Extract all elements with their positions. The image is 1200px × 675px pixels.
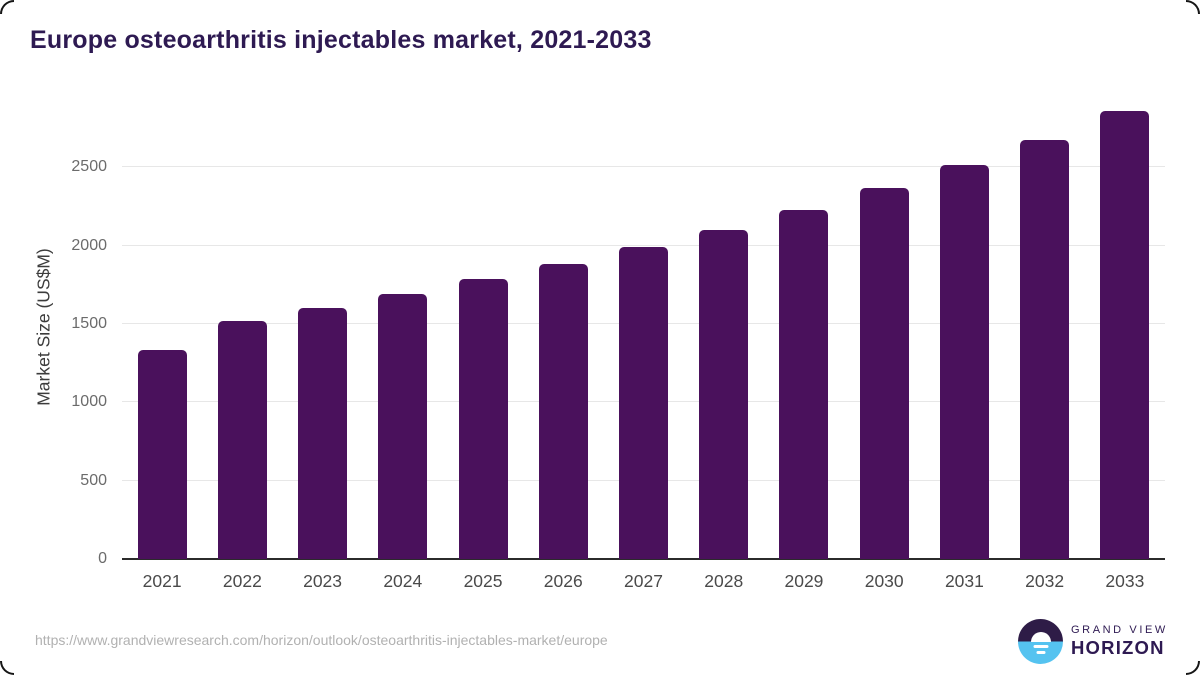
bar-2024 xyxy=(378,294,428,559)
sun-reflection-bar xyxy=(1036,651,1045,654)
bar-2029 xyxy=(779,209,829,559)
card-corner-border xyxy=(0,0,14,14)
bar-chart-plot-area: 0 500 1000 1500 2000 2500 2021 2022 2023 2024 2025… xyxy=(71,96,1165,591)
sun-reflection-bar xyxy=(1033,645,1048,648)
source-url: https://www.grandviewresearch.com/horizo… xyxy=(35,632,608,648)
gridline-2000 xyxy=(122,244,1165,246)
bar-2028 xyxy=(699,229,749,559)
x-tick-label-2027: 2027 xyxy=(624,571,663,591)
x-tick-label-2028: 2028 xyxy=(704,571,744,591)
y-tick-label-2000: 2000 xyxy=(71,236,107,254)
horizon-sun-logo-icon xyxy=(1018,619,1063,664)
x-tick-label-2031: 2031 xyxy=(944,571,984,591)
bar-2025 xyxy=(458,279,508,559)
bar-2021 xyxy=(137,349,187,559)
y-tick-label-500: 500 xyxy=(80,471,107,489)
y-tick-label-0: 0 xyxy=(98,550,107,567)
x-tick-label-2023: 2023 xyxy=(303,571,343,591)
card-corner-border xyxy=(1186,661,1200,675)
chart-title: Europe osteoarthritis injectables market… xyxy=(30,26,652,54)
gridline-2500 xyxy=(122,166,1165,168)
logo-grand-view-label: GRAND VIEW xyxy=(1071,624,1168,636)
bar-2030 xyxy=(859,187,909,559)
bar-2022 xyxy=(217,320,267,559)
x-tick-label-2030: 2030 xyxy=(864,571,904,591)
x-tick-label-2025: 2025 xyxy=(463,571,503,591)
y-tick-label-2500: 2500 xyxy=(71,158,107,176)
x-tick-label-2033: 2033 xyxy=(1105,571,1145,591)
x-tick-label-2022: 2022 xyxy=(222,571,262,591)
bar-2023 xyxy=(298,307,348,559)
grand-view-horizon-logo: GRAND VIEW HORIZON xyxy=(1018,619,1168,664)
card-corner-border xyxy=(0,661,14,675)
card-corner-border xyxy=(1186,0,1200,14)
x-axis-line xyxy=(122,558,1165,560)
bar-2027 xyxy=(619,247,668,559)
logo-horizon-label: HORIZON xyxy=(1071,637,1165,658)
x-tick-label-2024: 2024 xyxy=(383,571,423,591)
bar-2032 xyxy=(1020,139,1070,559)
y-tick-label-1500: 1500 xyxy=(71,314,107,332)
logo-text: GRAND VIEW HORIZON xyxy=(1071,624,1168,659)
bar-2026 xyxy=(538,263,588,559)
x-tick-label-2021: 2021 xyxy=(142,571,182,591)
sun-icon xyxy=(1030,631,1051,642)
x-tick-label-2026: 2026 xyxy=(543,571,583,591)
bar-2031 xyxy=(939,164,989,559)
x-tick-label-2032: 2032 xyxy=(1025,571,1065,591)
y-tick-label-1000: 1000 xyxy=(71,393,107,411)
bar-2033 xyxy=(1100,110,1150,559)
y-axis-title: Market Size (US$M) xyxy=(33,248,54,406)
x-tick-label-2029: 2029 xyxy=(784,571,824,591)
